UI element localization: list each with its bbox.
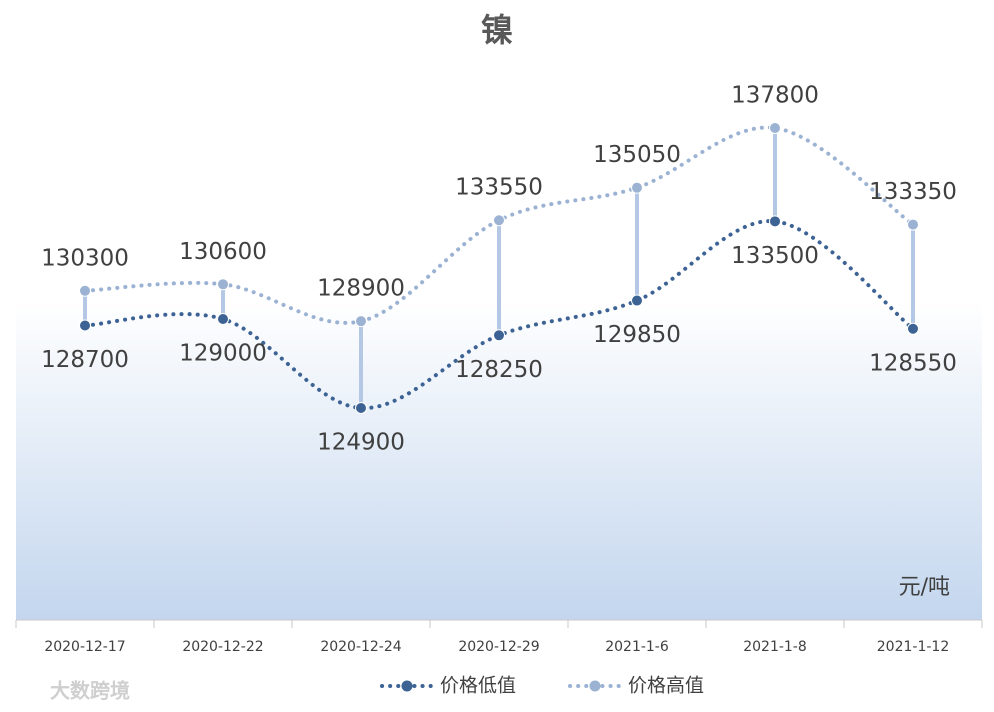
data-label: 133350 xyxy=(869,179,957,205)
legend-marker xyxy=(401,680,413,692)
marker xyxy=(79,284,91,297)
data-label: 124900 xyxy=(317,430,405,456)
legend-label: 价格高值 xyxy=(628,675,704,697)
data-label: 129850 xyxy=(593,322,681,348)
marker xyxy=(355,315,367,328)
data-label: 130300 xyxy=(41,245,129,271)
legend-label: 价格低值 xyxy=(440,675,516,697)
x-tick-label: 2021-1-8 xyxy=(743,639,807,655)
data-label: 133550 xyxy=(455,175,543,201)
x-tick-label: 2020-12-24 xyxy=(320,639,401,655)
x-tick-label: 2020-12-22 xyxy=(182,639,263,655)
marker xyxy=(907,218,919,231)
watermark: 大数跨境 xyxy=(50,679,130,703)
marker xyxy=(907,322,919,335)
data-label: 128550 xyxy=(869,350,957,376)
chart-title: 镍 xyxy=(481,11,513,49)
x-tick-label: 2021-1-6 xyxy=(605,639,669,655)
data-label: 128700 xyxy=(41,347,129,373)
marker xyxy=(79,319,91,332)
data-label: 128250 xyxy=(455,357,543,383)
data-label: 130600 xyxy=(179,239,267,265)
marker xyxy=(217,278,229,291)
marker xyxy=(769,122,781,134)
x-tick-label: 2020-12-17 xyxy=(44,639,125,655)
data-label: 129000 xyxy=(179,341,267,367)
data-label: 128900 xyxy=(317,276,405,302)
marker xyxy=(493,214,505,227)
data-label: 133500 xyxy=(731,243,819,269)
marker xyxy=(493,329,505,342)
data-label: 137800 xyxy=(731,83,819,109)
x-tick-label: 2021-1-12 xyxy=(877,639,949,655)
marker xyxy=(631,294,643,307)
marker xyxy=(631,181,643,194)
legend-marker xyxy=(589,680,601,692)
marker xyxy=(769,215,781,228)
data-label: 135050 xyxy=(593,142,681,168)
marker xyxy=(217,313,229,326)
marker xyxy=(355,402,367,414)
x-tick-label: 2020-12-29 xyxy=(458,639,539,655)
unit-label: 元/吨 xyxy=(899,575,950,600)
